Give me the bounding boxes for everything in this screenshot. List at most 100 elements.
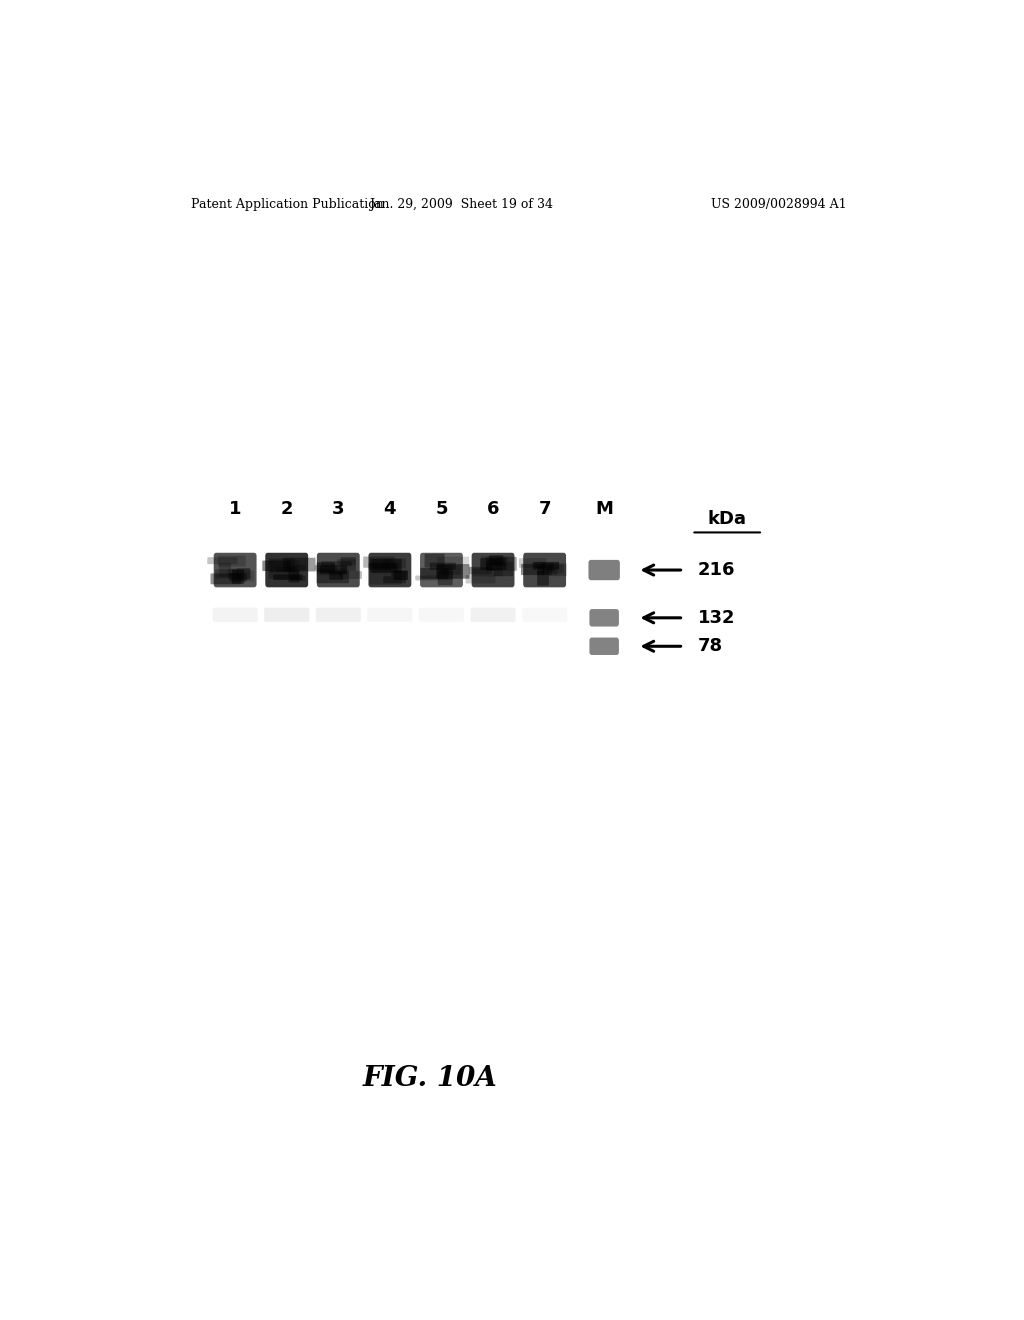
FancyBboxPatch shape xyxy=(472,553,514,587)
FancyBboxPatch shape xyxy=(472,569,503,577)
FancyBboxPatch shape xyxy=(548,564,566,576)
FancyBboxPatch shape xyxy=(374,562,399,573)
FancyBboxPatch shape xyxy=(290,576,306,581)
FancyBboxPatch shape xyxy=(289,569,300,582)
FancyBboxPatch shape xyxy=(276,568,297,572)
FancyBboxPatch shape xyxy=(416,576,441,581)
FancyBboxPatch shape xyxy=(316,562,335,573)
Text: 4: 4 xyxy=(384,500,396,517)
FancyBboxPatch shape xyxy=(441,569,454,579)
FancyBboxPatch shape xyxy=(485,560,502,570)
Text: 5: 5 xyxy=(435,500,447,517)
FancyBboxPatch shape xyxy=(523,553,566,587)
FancyBboxPatch shape xyxy=(215,569,239,578)
FancyBboxPatch shape xyxy=(590,609,618,627)
FancyBboxPatch shape xyxy=(391,572,407,577)
FancyBboxPatch shape xyxy=(213,607,258,622)
FancyBboxPatch shape xyxy=(315,607,360,622)
FancyBboxPatch shape xyxy=(341,557,356,570)
FancyBboxPatch shape xyxy=(589,560,620,581)
FancyBboxPatch shape xyxy=(439,565,453,573)
FancyBboxPatch shape xyxy=(437,565,462,576)
FancyBboxPatch shape xyxy=(207,557,238,564)
Text: 3: 3 xyxy=(332,500,344,517)
FancyBboxPatch shape xyxy=(532,562,559,570)
FancyBboxPatch shape xyxy=(421,568,449,579)
FancyBboxPatch shape xyxy=(470,607,516,622)
FancyBboxPatch shape xyxy=(469,566,493,574)
FancyBboxPatch shape xyxy=(519,558,546,568)
FancyBboxPatch shape xyxy=(219,564,231,577)
FancyBboxPatch shape xyxy=(494,570,513,576)
FancyBboxPatch shape xyxy=(269,558,295,573)
FancyBboxPatch shape xyxy=(489,556,503,565)
FancyBboxPatch shape xyxy=(393,570,408,579)
FancyBboxPatch shape xyxy=(264,607,309,622)
FancyBboxPatch shape xyxy=(229,573,247,582)
FancyBboxPatch shape xyxy=(369,553,412,587)
FancyBboxPatch shape xyxy=(214,553,257,587)
FancyBboxPatch shape xyxy=(339,572,361,579)
Text: FIG. 10A: FIG. 10A xyxy=(362,1065,497,1092)
FancyBboxPatch shape xyxy=(337,560,355,565)
FancyBboxPatch shape xyxy=(436,564,469,578)
FancyBboxPatch shape xyxy=(329,572,343,579)
FancyBboxPatch shape xyxy=(420,553,463,587)
FancyBboxPatch shape xyxy=(369,564,397,570)
FancyBboxPatch shape xyxy=(364,557,395,568)
FancyBboxPatch shape xyxy=(228,569,251,579)
FancyBboxPatch shape xyxy=(382,558,407,569)
FancyBboxPatch shape xyxy=(283,557,315,572)
FancyBboxPatch shape xyxy=(231,569,245,583)
FancyBboxPatch shape xyxy=(273,574,302,579)
FancyBboxPatch shape xyxy=(287,561,299,569)
FancyBboxPatch shape xyxy=(539,565,563,573)
FancyBboxPatch shape xyxy=(437,557,469,565)
FancyBboxPatch shape xyxy=(480,558,506,570)
Text: US 2009/0028994 A1: US 2009/0028994 A1 xyxy=(711,198,847,211)
FancyBboxPatch shape xyxy=(521,564,545,576)
Text: 132: 132 xyxy=(697,609,735,627)
FancyBboxPatch shape xyxy=(383,576,407,583)
FancyBboxPatch shape xyxy=(425,553,444,568)
FancyBboxPatch shape xyxy=(370,558,401,573)
FancyBboxPatch shape xyxy=(538,572,549,586)
FancyBboxPatch shape xyxy=(537,566,552,576)
FancyBboxPatch shape xyxy=(438,572,453,585)
FancyBboxPatch shape xyxy=(481,556,508,566)
FancyBboxPatch shape xyxy=(317,568,346,576)
FancyBboxPatch shape xyxy=(316,570,349,583)
FancyBboxPatch shape xyxy=(265,553,308,587)
FancyBboxPatch shape xyxy=(368,607,413,622)
FancyBboxPatch shape xyxy=(211,573,242,585)
Text: 7: 7 xyxy=(539,500,551,517)
FancyBboxPatch shape xyxy=(268,570,299,578)
Text: 2: 2 xyxy=(281,500,293,517)
Text: 78: 78 xyxy=(697,638,723,655)
FancyBboxPatch shape xyxy=(314,565,337,570)
FancyBboxPatch shape xyxy=(536,562,547,568)
FancyBboxPatch shape xyxy=(231,570,254,581)
FancyBboxPatch shape xyxy=(262,561,291,572)
FancyBboxPatch shape xyxy=(321,561,352,566)
FancyBboxPatch shape xyxy=(486,562,513,570)
Text: Patent Application Publication: Patent Application Publication xyxy=(191,198,384,211)
Text: Jan. 29, 2009  Sheet 19 of 34: Jan. 29, 2009 Sheet 19 of 34 xyxy=(370,198,553,211)
FancyBboxPatch shape xyxy=(370,572,401,585)
FancyBboxPatch shape xyxy=(485,557,517,570)
FancyBboxPatch shape xyxy=(316,553,359,587)
FancyBboxPatch shape xyxy=(287,565,306,570)
FancyBboxPatch shape xyxy=(430,562,456,570)
FancyBboxPatch shape xyxy=(237,568,250,579)
FancyBboxPatch shape xyxy=(542,564,554,572)
FancyBboxPatch shape xyxy=(372,560,391,573)
Text: kDa: kDa xyxy=(708,511,746,528)
FancyBboxPatch shape xyxy=(590,638,618,655)
Text: M: M xyxy=(595,500,613,517)
FancyBboxPatch shape xyxy=(218,556,246,566)
FancyBboxPatch shape xyxy=(543,569,557,576)
FancyBboxPatch shape xyxy=(466,576,496,583)
Text: 1: 1 xyxy=(229,500,242,517)
FancyBboxPatch shape xyxy=(321,565,347,574)
Text: 216: 216 xyxy=(697,561,735,579)
